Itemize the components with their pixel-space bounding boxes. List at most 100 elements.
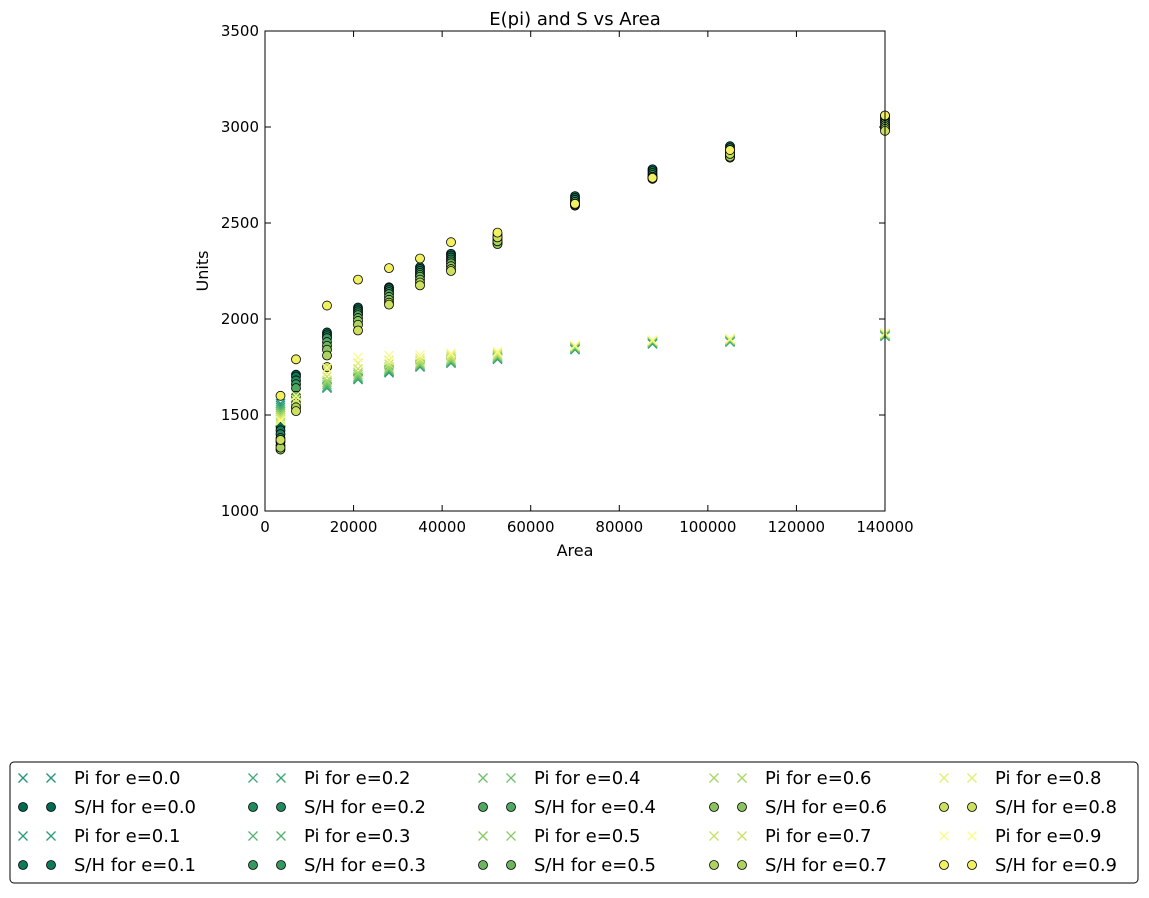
x-tick-label: 100000 <box>679 518 736 536</box>
x-tick-label: 80000 <box>595 518 643 536</box>
chart-title: E(pi) and S vs Area <box>489 9 660 30</box>
series-1 <box>275 110 890 432</box>
legend-label: S/H for e=0.8 <box>995 797 1117 818</box>
legend-label: Pi for e=0.6 <box>765 768 871 789</box>
legend-marker <box>737 773 747 783</box>
pi-point <box>492 350 503 361</box>
legend-label: S/H for e=0.5 <box>534 855 656 876</box>
legend-marker <box>248 860 258 870</box>
legend-marker <box>709 860 719 870</box>
legend-marker <box>967 831 977 841</box>
pi-point <box>415 357 425 368</box>
legend-entry: Pi for e=0.3 <box>248 826 410 847</box>
pi-point <box>322 379 332 390</box>
pi-point <box>415 353 425 364</box>
x-tick-label: 0 <box>260 518 270 536</box>
pi-point <box>353 372 363 383</box>
legend-marker <box>248 773 258 783</box>
series-3 <box>275 112 890 436</box>
pi-point <box>275 415 286 426</box>
legend-entry: S/H for e=0.7 <box>709 855 887 876</box>
pi-point <box>291 390 301 401</box>
series-4 <box>275 330 890 413</box>
series-7 <box>275 116 890 443</box>
y-tick-label: 3500 <box>221 22 259 40</box>
pi-point <box>384 363 394 374</box>
legend-entry: S/H for e=0.4 <box>478 797 656 818</box>
pi-point <box>384 359 394 370</box>
sh-point <box>570 198 580 209</box>
legend-entry: S/H for e=0.9 <box>939 855 1117 876</box>
x-axis-label: Area <box>557 541 594 560</box>
legend-marker <box>709 831 719 841</box>
sh-point <box>384 263 394 274</box>
legend-label: Pi for e=0.9 <box>995 826 1101 847</box>
legend-marker <box>967 860 977 870</box>
pi-point <box>446 350 456 361</box>
y-tick-label: 2500 <box>221 214 259 232</box>
series-6 <box>275 330 890 415</box>
sh-point <box>322 300 332 311</box>
legend-marker <box>46 831 56 841</box>
series-5 <box>275 114 890 440</box>
series-14 <box>275 328 890 422</box>
legend-label: S/H for e=0.0 <box>74 797 196 818</box>
pi-point <box>353 352 363 363</box>
legend-entry: S/H for e=0.1 <box>18 855 196 876</box>
legend-marker <box>737 802 747 812</box>
legend-entry: Pi for e=0.9 <box>939 826 1101 847</box>
series-8 <box>275 329 890 417</box>
legend-marker <box>46 802 56 812</box>
legend-marker <box>478 831 488 841</box>
sh-point <box>492 227 503 238</box>
pi-point <box>275 413 286 424</box>
legend-label: S/H for e=0.6 <box>765 797 887 818</box>
series-15 <box>275 124 890 453</box>
legend-marker <box>506 773 516 783</box>
sh-point <box>353 274 363 285</box>
sh-point <box>291 406 301 417</box>
pi-point <box>647 335 658 346</box>
legend-marker <box>276 860 286 870</box>
legend-marker <box>478 773 488 783</box>
legend-label: Pi for e=0.3 <box>304 826 410 847</box>
sh-point <box>415 253 425 264</box>
sh-point <box>275 435 286 445</box>
series-16 <box>275 328 890 424</box>
legend-label: Pi for e=0.7 <box>765 826 871 847</box>
pi-point <box>353 367 363 378</box>
pi-point <box>384 350 394 361</box>
pi-point <box>570 340 580 351</box>
legend-label: S/H for e=0.1 <box>74 855 196 876</box>
legend-marker <box>478 802 488 812</box>
series-2 <box>275 330 890 411</box>
pi-point <box>415 350 425 361</box>
sh-point <box>415 280 425 291</box>
pi-point <box>275 411 286 422</box>
legend-entry: S/H for e=0.2 <box>248 797 426 818</box>
legend-marker <box>939 831 949 841</box>
legend-marker <box>737 860 747 870</box>
pi-point <box>384 355 394 366</box>
sh-point <box>446 266 456 276</box>
ticks-layer: 0 20000 40000 60000 80000 100000 120000 140000 1… <box>221 22 914 536</box>
series-9 <box>275 118 890 447</box>
legend-marker <box>506 831 516 841</box>
pi-point <box>322 371 332 382</box>
legend-marker <box>46 773 56 783</box>
legend-marker <box>506 860 516 870</box>
pi-point <box>725 333 735 344</box>
y-tick-label: 1500 <box>221 406 259 424</box>
pi-point <box>446 348 456 359</box>
sh-point <box>647 172 658 183</box>
y-tick-label: 1000 <box>221 502 259 520</box>
legend-marker <box>709 773 719 783</box>
legend-label: Pi for e=0.2 <box>304 768 410 789</box>
sh-point <box>275 390 286 401</box>
series-17 <box>275 125 890 445</box>
legend-entry: Pi for e=0.0 <box>18 768 180 789</box>
legend-label: S/H for e=0.3 <box>304 855 426 876</box>
sh-point <box>353 325 363 336</box>
pi-point <box>322 363 332 373</box>
